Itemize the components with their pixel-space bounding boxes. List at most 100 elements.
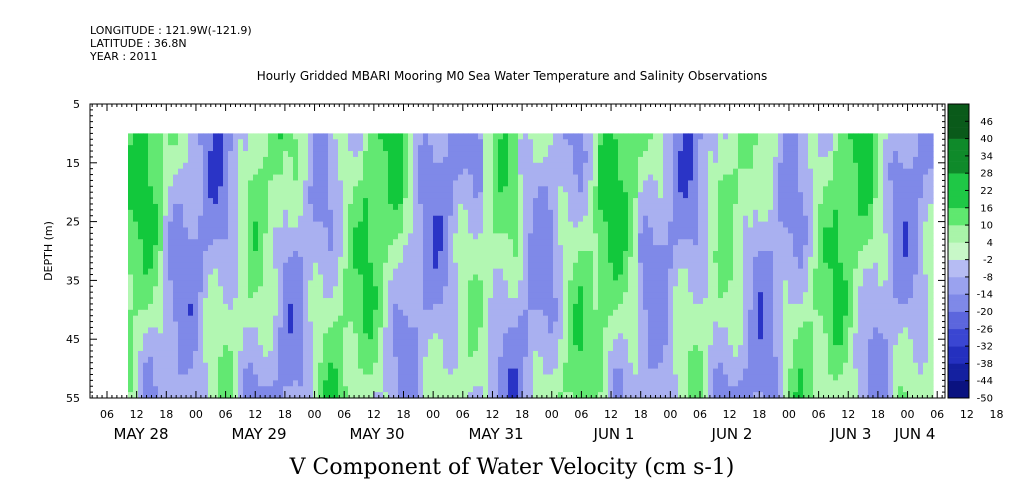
heatmap-cell — [478, 192, 484, 199]
heatmap-cell — [368, 162, 374, 170]
heatmap-cell — [248, 327, 254, 334]
heatmap-cell — [448, 350, 454, 358]
heatmap-cell — [458, 309, 464, 317]
heatmap-cell — [358, 156, 364, 164]
heatmap-cell — [293, 227, 299, 234]
heatmap-cell — [598, 233, 604, 240]
heatmap-cell — [278, 368, 284, 376]
heatmap-cell — [283, 392, 289, 399]
heatmap-cell — [233, 380, 239, 387]
heatmap-cell — [278, 386, 284, 393]
heatmap-cell — [373, 392, 379, 399]
heatmap-cell — [473, 280, 479, 287]
heatmap-cell — [168, 227, 174, 234]
heatmap-cell — [138, 321, 144, 329]
heatmap-cell — [263, 327, 269, 334]
heatmap-cell — [678, 203, 684, 211]
heatmap-cell — [413, 268, 419, 276]
heatmap-cell — [618, 321, 624, 329]
heatmap-cell — [568, 368, 574, 376]
heatmap-cell — [623, 309, 629, 317]
heatmap-cell — [298, 162, 304, 170]
heatmap-cell — [363, 203, 369, 211]
heatmap-cell — [653, 209, 659, 217]
heatmap-cell — [623, 315, 629, 323]
heatmap-cell — [638, 386, 644, 393]
heatmap-cell — [353, 374, 359, 381]
heatmap-cell — [208, 174, 214, 182]
heatmap-cell — [353, 321, 359, 329]
heatmap-cell — [433, 168, 439, 176]
heatmap-cell — [288, 186, 294, 193]
heatmap-cell — [248, 386, 254, 393]
heatmap-cell — [398, 321, 404, 329]
heatmap-cell — [358, 268, 364, 276]
heatmap-cell — [273, 362, 279, 370]
heatmap-cell — [293, 174, 299, 182]
heatmap-cell — [448, 145, 454, 152]
heatmap-cell — [318, 392, 324, 399]
heatmap-cell — [438, 180, 444, 187]
heatmap-cell — [648, 245, 654, 252]
heatmap-cell — [473, 221, 479, 229]
heatmap-cell — [548, 327, 554, 334]
heatmap-cell — [673, 356, 679, 364]
heatmap-cell — [213, 139, 219, 146]
heatmap-cell — [678, 198, 684, 205]
heatmap-cell — [178, 239, 184, 246]
heatmap-cell — [523, 350, 529, 358]
heatmap-cell — [478, 315, 484, 323]
heatmap-cell — [253, 392, 259, 399]
heatmap-cell — [213, 280, 219, 287]
heatmap-cell — [648, 380, 654, 387]
heatmap-cell — [483, 298, 489, 305]
heatmap-cell — [643, 209, 649, 217]
heatmap-cell — [378, 274, 384, 281]
heatmap-cell — [638, 209, 644, 217]
heatmap-cell — [638, 292, 644, 299]
heatmap-cell — [533, 374, 539, 381]
heatmap-cell — [583, 350, 589, 358]
heatmap-cell — [623, 362, 629, 370]
heatmap-cell — [208, 245, 214, 252]
heatmap-cell — [673, 221, 679, 229]
heatmap-cell — [643, 192, 649, 199]
heatmap-cell — [158, 145, 164, 152]
heatmap-cell — [528, 227, 534, 234]
heatmap-cell — [518, 333, 524, 340]
heatmap-cell — [133, 374, 139, 381]
heatmap-cell — [623, 292, 629, 299]
heatmap-cell — [183, 380, 189, 387]
heatmap-cell — [153, 180, 159, 187]
heatmap-cell — [578, 339, 584, 346]
heatmap-cell — [298, 274, 304, 281]
heatmap-cell — [238, 233, 244, 240]
heatmap-cell — [378, 392, 384, 399]
heatmap-cell — [508, 209, 514, 217]
heatmap-cell — [658, 333, 664, 340]
heatmap-cell — [518, 292, 524, 299]
heatmap-cell — [258, 327, 264, 334]
heatmap-cell — [623, 374, 629, 381]
heatmap-cell — [553, 198, 559, 205]
heatmap-cell — [243, 362, 249, 370]
heatmap-cell — [398, 333, 404, 340]
heatmap-cell — [658, 309, 664, 317]
heatmap-cell — [658, 298, 664, 305]
heatmap-cell — [638, 339, 644, 346]
heatmap-cell — [528, 327, 534, 334]
heatmap-cell — [498, 392, 504, 399]
heatmap-cell — [353, 133, 359, 140]
heatmap-cell — [638, 151, 644, 158]
heatmap-cell — [243, 192, 249, 199]
heatmap-cell — [278, 392, 284, 399]
heatmap-cell — [143, 298, 149, 305]
heatmap-cell — [528, 303, 534, 311]
heatmap-cell — [588, 298, 594, 305]
heatmap-cell — [278, 345, 284, 352]
heatmap-cell — [288, 309, 294, 317]
heatmap-cell — [558, 321, 564, 329]
heatmap-cell — [433, 174, 439, 182]
heatmap-cell — [408, 356, 414, 364]
heatmap-cell — [203, 180, 209, 187]
